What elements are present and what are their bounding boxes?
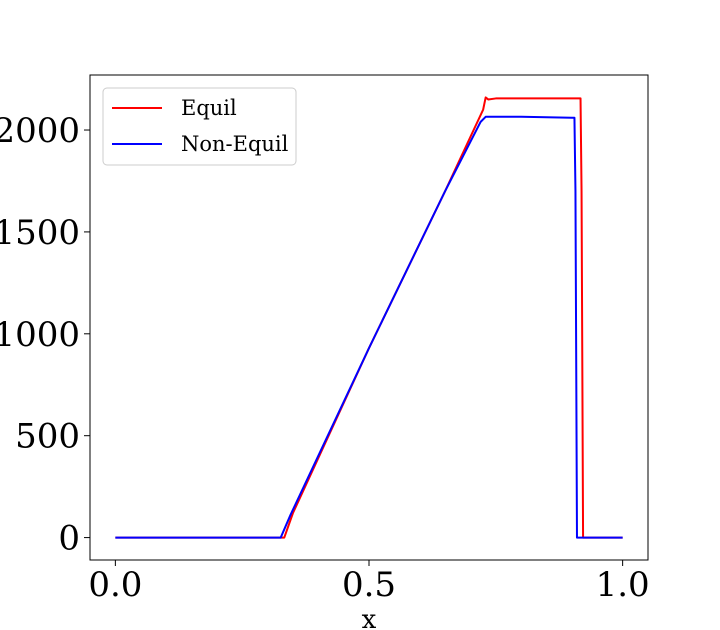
x-tick-label: 1.0 [596,565,650,605]
y-tick-label: 2000 [0,111,80,151]
series-layer [115,96,623,539]
x-axis-label: x [362,605,377,630]
y-axis-ticks: 0 500 1000 1500 2000 [0,111,90,559]
series-line-non-equil [115,115,623,539]
y-tick-label: 1000 [0,315,80,355]
x-axis-ticks: 0.0 0.5 1.0 [88,560,650,605]
x-tick-label: 0.5 [342,565,396,605]
legend-label-non-equil: Non-Equil [181,132,289,156]
series-line-equil [115,96,623,539]
x-tick-label: 0.0 [88,565,142,605]
legend: Equil Non-Equil [102,87,297,166]
y-tick-label: 1500 [0,213,80,253]
legend-label-equil: Equil [181,96,237,120]
y-tick-label: 0 [58,519,80,559]
y-tick-label: 500 [15,417,80,457]
